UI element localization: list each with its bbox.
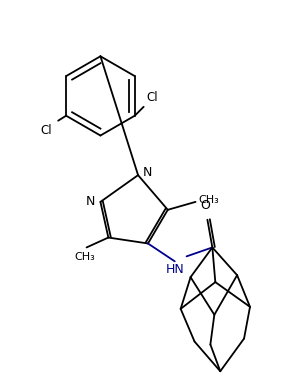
Text: N: N bbox=[143, 166, 152, 179]
Text: O: O bbox=[200, 199, 210, 212]
Text: HN: HN bbox=[165, 263, 184, 276]
Text: Cl: Cl bbox=[147, 91, 158, 104]
Text: CH₃: CH₃ bbox=[74, 252, 95, 262]
Text: CH₃: CH₃ bbox=[198, 195, 219, 205]
Text: N: N bbox=[86, 196, 95, 208]
Text: Cl: Cl bbox=[41, 124, 52, 137]
